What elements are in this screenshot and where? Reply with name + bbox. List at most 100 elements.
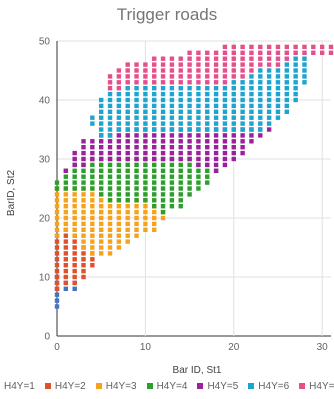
data-point xyxy=(90,156,95,162)
data-point xyxy=(293,62,298,67)
data-point xyxy=(143,150,148,156)
data-point xyxy=(258,44,263,50)
data-point xyxy=(98,215,104,221)
data-point xyxy=(231,86,236,91)
data-point xyxy=(98,139,104,144)
data-point xyxy=(54,286,60,291)
data-point xyxy=(275,80,281,85)
data-point xyxy=(134,150,139,156)
data-point xyxy=(160,198,166,203)
legend-label: H4Y=5 xyxy=(207,380,239,392)
data-point xyxy=(275,103,281,109)
data-point xyxy=(98,180,104,185)
data-point xyxy=(134,162,139,168)
data-point xyxy=(90,150,95,156)
data-point xyxy=(98,115,104,120)
data-point xyxy=(160,192,166,197)
data-point xyxy=(302,56,307,61)
data-point xyxy=(125,239,130,244)
data-point xyxy=(187,150,192,156)
data-point xyxy=(63,204,69,209)
data-point xyxy=(63,180,69,185)
data-point xyxy=(134,139,139,144)
data-point xyxy=(187,145,192,150)
data-point xyxy=(160,174,166,179)
data-point xyxy=(116,86,122,91)
data-point xyxy=(187,139,192,144)
data-point xyxy=(275,97,281,103)
data-point xyxy=(90,209,95,215)
data-point xyxy=(72,233,77,238)
data-point xyxy=(125,91,130,97)
data-point xyxy=(275,109,281,114)
data-point xyxy=(72,257,77,262)
data-point xyxy=(160,109,166,114)
data-point xyxy=(222,156,228,162)
data-point xyxy=(302,80,307,85)
data-point xyxy=(284,80,290,85)
data-point xyxy=(54,209,60,215)
data-point xyxy=(63,274,69,280)
data-point xyxy=(107,204,113,209)
data-point xyxy=(178,86,183,91)
data-point xyxy=(266,62,272,67)
data-point xyxy=(54,298,60,303)
data-point xyxy=(125,115,130,120)
data-point xyxy=(249,133,254,138)
data-point xyxy=(134,186,139,191)
data-point xyxy=(178,80,183,85)
data-point xyxy=(98,198,104,203)
data-point xyxy=(134,91,139,97)
data-point xyxy=(169,168,175,173)
data-point xyxy=(293,86,298,91)
data-point xyxy=(205,121,210,126)
data-point xyxy=(107,245,113,250)
data-point xyxy=(240,103,245,109)
data-point xyxy=(275,56,281,61)
data-point xyxy=(90,263,95,268)
data-point xyxy=(187,162,192,168)
data-point xyxy=(266,44,272,50)
data-point xyxy=(98,97,104,103)
data-point xyxy=(293,97,298,103)
legend-swatch xyxy=(95,383,102,389)
data-point xyxy=(134,115,139,120)
data-point xyxy=(302,44,307,50)
data-point xyxy=(258,109,263,114)
data-point xyxy=(160,68,166,73)
data-point xyxy=(160,97,166,103)
legend-swatch xyxy=(299,383,306,389)
data-point xyxy=(284,68,290,73)
data-point xyxy=(143,139,148,144)
data-point xyxy=(54,245,60,250)
data-point xyxy=(249,127,254,132)
data-point xyxy=(240,62,245,67)
data-point xyxy=(169,156,175,162)
data-point xyxy=(213,91,219,97)
data-point xyxy=(116,192,122,197)
data-point xyxy=(160,204,166,209)
data-point xyxy=(143,68,148,73)
data-point xyxy=(284,86,290,91)
data-point xyxy=(231,121,236,126)
data-point xyxy=(143,62,148,67)
data-point xyxy=(240,56,245,61)
data-point xyxy=(134,80,139,85)
data-point xyxy=(284,109,290,114)
data-point xyxy=(328,50,334,55)
data-point xyxy=(196,103,201,109)
data-point xyxy=(125,133,130,138)
data-point xyxy=(143,204,148,209)
data-point xyxy=(134,133,139,138)
data-point xyxy=(284,56,290,61)
data-point xyxy=(116,139,122,144)
data-point xyxy=(231,44,236,50)
data-point xyxy=(205,156,210,162)
data-point xyxy=(125,74,130,79)
data-point xyxy=(222,86,228,91)
data-point xyxy=(213,86,219,91)
data-point xyxy=(143,186,148,191)
data-point xyxy=(134,145,139,150)
data-point xyxy=(90,227,95,232)
data-point xyxy=(222,133,228,138)
